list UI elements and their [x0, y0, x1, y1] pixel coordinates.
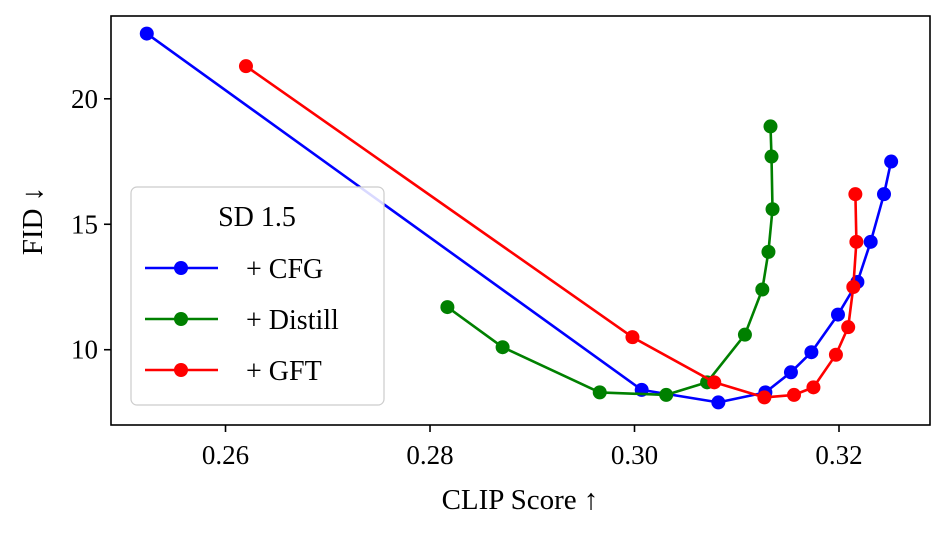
legend-entries: + CFG + Distill + GFT — [145, 254, 339, 387]
data-point-distill — [495, 340, 510, 355]
legend: SD 1.5 + CFG + Distill + GFT — [130, 186, 385, 406]
data-point-cfg — [711, 395, 726, 410]
data-point-cfg — [863, 234, 878, 249]
data-point-gft — [848, 187, 863, 202]
data-point-gft — [757, 390, 772, 405]
data-point-gft — [828, 347, 843, 362]
legend-label-distill: + Distill — [246, 305, 339, 336]
data-point-cfg — [804, 345, 819, 360]
x-axis-label: CLIP Score ↑ — [442, 484, 599, 516]
data-point-cfg — [876, 187, 891, 202]
data-point-gft — [841, 320, 856, 335]
data-point-distill — [737, 327, 752, 342]
plot-frame — [110, 15, 931, 426]
data-point-distill — [659, 387, 674, 402]
x-axis-ticks: 0.26 0.28 0.30 0.32 — [202, 425, 863, 470]
legend-label-cfg: + CFG — [246, 254, 323, 285]
data-point-gft — [849, 234, 864, 249]
y-tick-label: 15 — [71, 209, 98, 239]
data-point-gft — [787, 387, 802, 402]
data-point-distill — [765, 202, 780, 217]
legend-title: SD 1.5 — [218, 202, 296, 233]
x-tick-label: 0.32 — [815, 440, 862, 470]
series-layer — [139, 26, 899, 410]
data-point-distill — [763, 119, 778, 134]
data-point-distill — [755, 282, 770, 297]
legend-marker-gft — [174, 363, 188, 377]
y-tick-label: 20 — [71, 84, 98, 114]
x-tick-label: 0.28 — [406, 440, 453, 470]
y-axis-ticks: 10 15 20 — [71, 84, 111, 365]
y-axis-label: FID ↓ — [17, 187, 49, 255]
data-point-distill — [592, 385, 607, 400]
data-point-cfg — [830, 307, 845, 322]
legend-label-gft: + GFT — [246, 356, 322, 387]
x-tick-label: 0.30 — [611, 440, 658, 470]
data-point-cfg — [884, 154, 899, 169]
y-tick-label: 10 — [71, 335, 98, 365]
legend-marker-cfg — [174, 261, 188, 275]
data-point-gft — [846, 279, 861, 294]
legend-box — [130, 186, 385, 406]
data-point-gft — [707, 375, 722, 390]
data-point-gft — [238, 59, 253, 74]
data-point-gft — [625, 330, 640, 345]
data-point-gft — [806, 380, 821, 395]
data-point-distill — [761, 244, 776, 259]
data-point-distill — [440, 300, 455, 315]
x-tick-label: 0.26 — [202, 440, 249, 470]
data-point-distill — [764, 149, 779, 164]
data-point-cfg — [783, 365, 798, 380]
legend-marker-distill — [174, 312, 188, 326]
data-point-cfg — [139, 26, 154, 41]
